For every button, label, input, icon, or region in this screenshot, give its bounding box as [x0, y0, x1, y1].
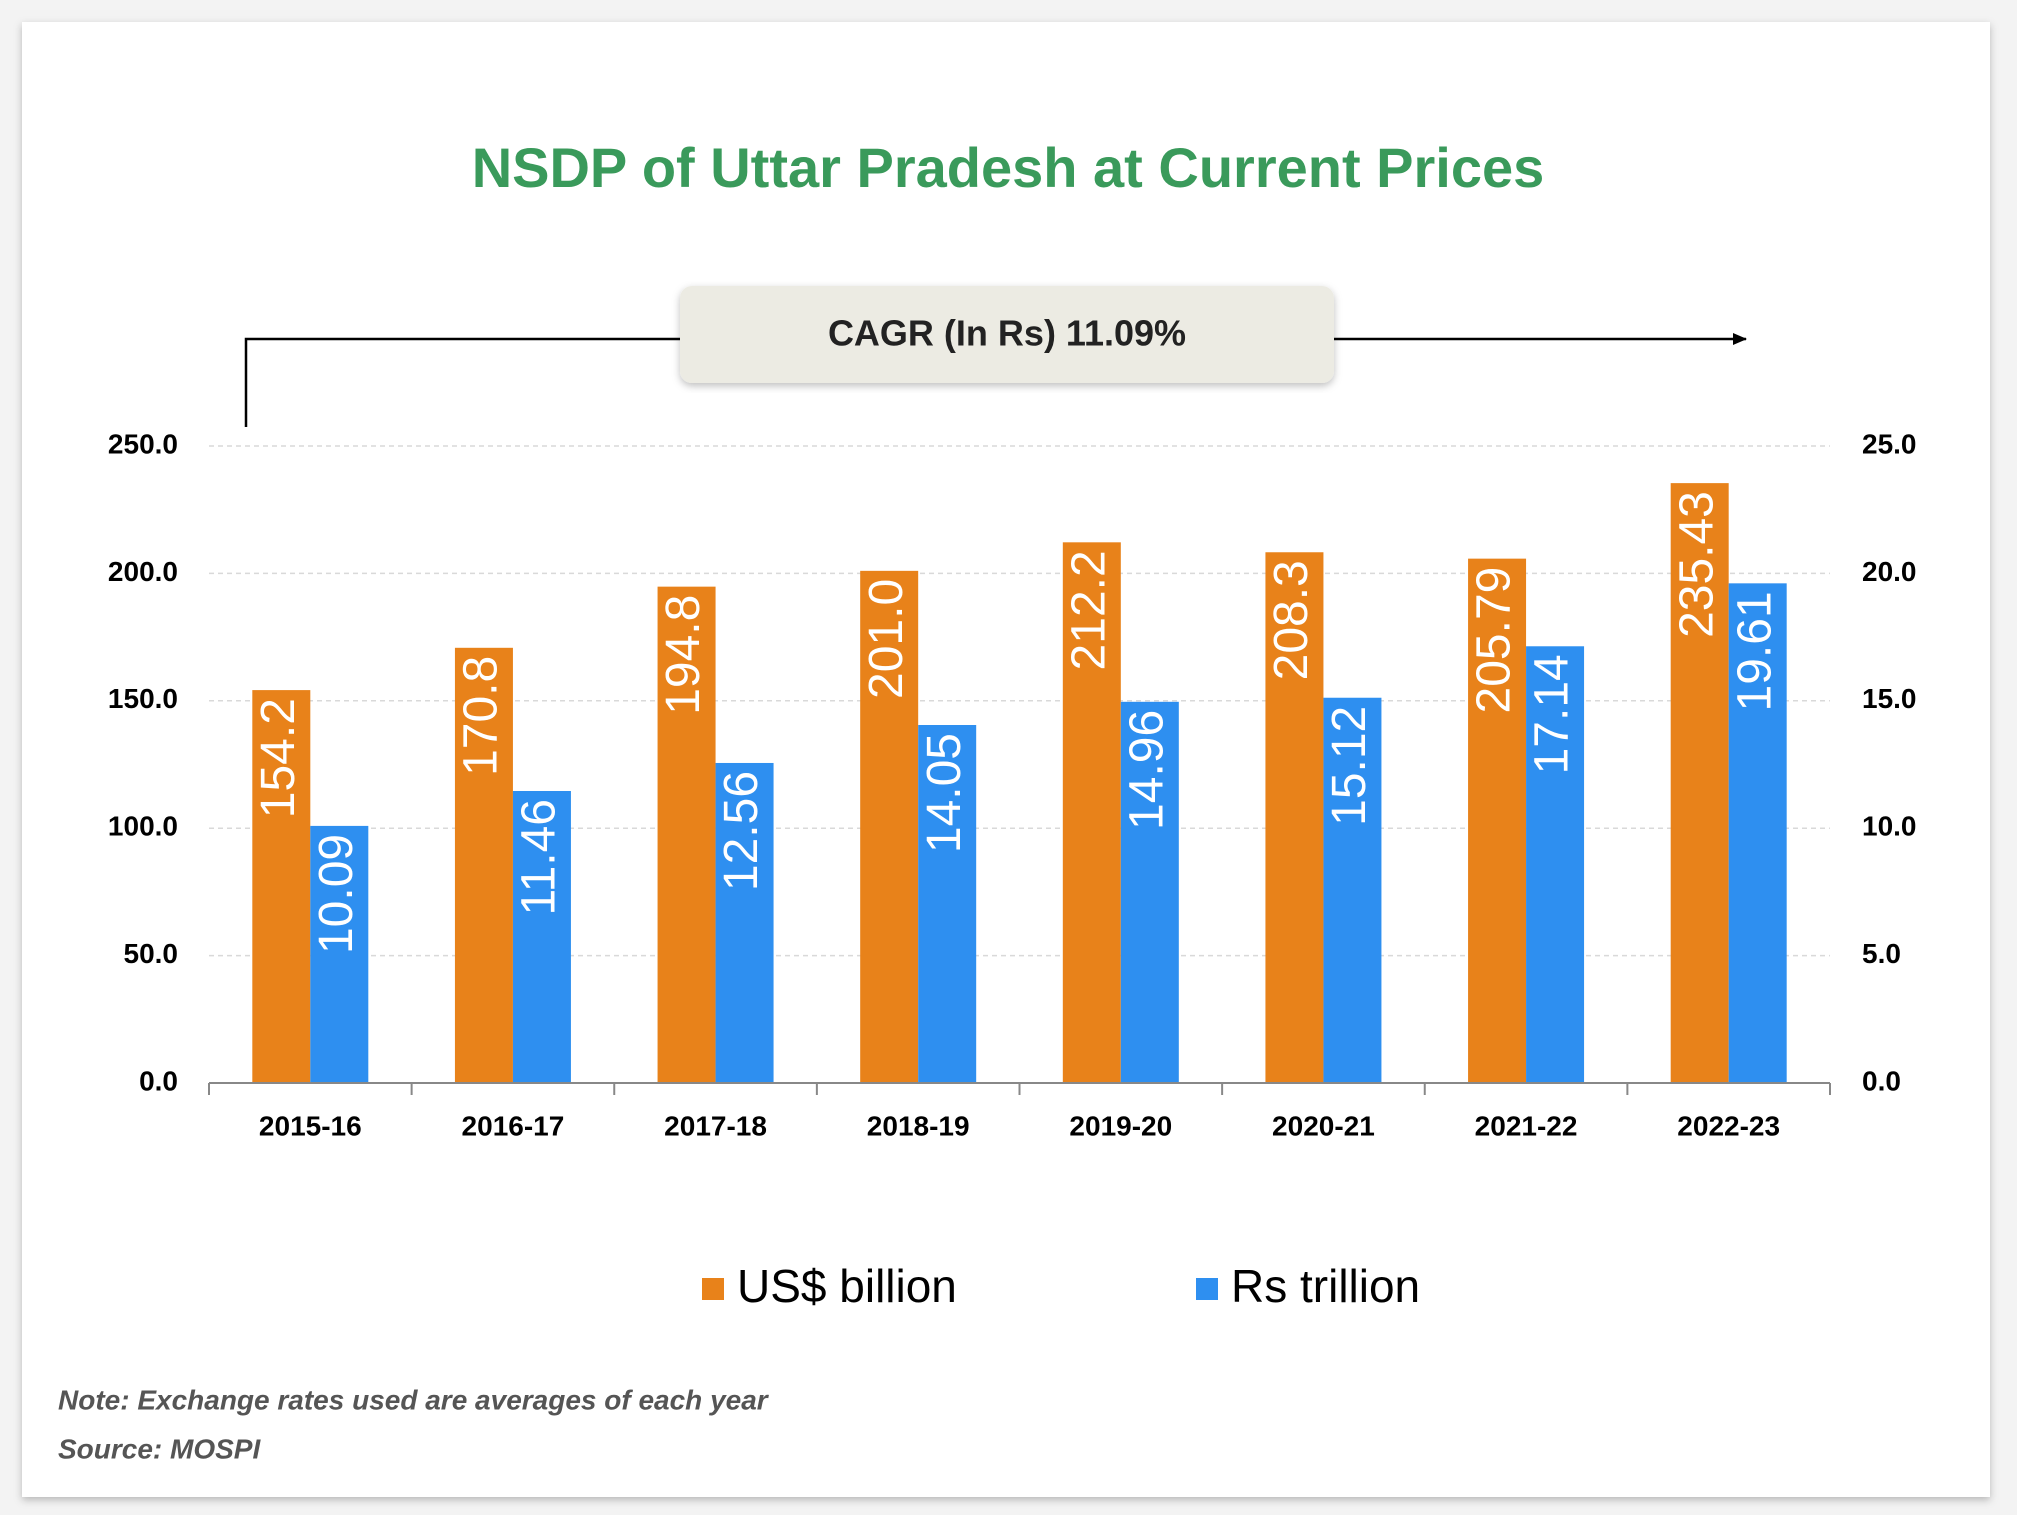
data-label: 10.09 [310, 834, 363, 954]
note: Note: Exchange rates used are averages o… [58, 1384, 770, 1415]
x-tick-label: 2020-21 [1272, 1110, 1375, 1141]
data-label: 14.05 [918, 733, 971, 853]
data-label: 19.61 [1728, 591, 1781, 711]
cagr-arrow-left [244, 337, 680, 427]
x-tick-label: 2022-23 [1677, 1110, 1780, 1141]
bar [1670, 483, 1729, 1083]
data-label: 208.3 [1265, 560, 1318, 680]
y2-tick-label: 10.0 [1862, 811, 1917, 842]
data-label: 17.14 [1526, 654, 1579, 774]
x-tick-label: 2015-16 [259, 1110, 362, 1141]
y2-tick-label: 5.0 [1862, 938, 1901, 969]
x-tick-label: 2018-19 [867, 1110, 970, 1141]
data-label: 12.56 [715, 771, 768, 891]
x-tick-label: 2019-20 [1069, 1110, 1172, 1141]
bar [454, 647, 513, 1083]
data-label: 205.79 [1468, 567, 1521, 714]
data-label: 15.12 [1323, 706, 1376, 826]
y-tick-label: 0.0 [139, 1065, 178, 1096]
bar [1468, 558, 1527, 1083]
bar [860, 570, 919, 1083]
bar [310, 825, 369, 1083]
bar [1728, 583, 1787, 1083]
legend-swatch [702, 1278, 724, 1300]
bar [715, 762, 774, 1083]
y-tick-label: 200.0 [108, 556, 178, 587]
y-tick-label: 100.0 [108, 811, 178, 842]
data-label: 11.46 [513, 799, 566, 916]
y-tick-label: 150.0 [108, 683, 178, 714]
data-label: 170.8 [455, 656, 508, 776]
y2-tick-label: 15.0 [1862, 683, 1917, 714]
cagr-label: CAGR (In Rs) 11.09% [828, 313, 1186, 354]
bar [1265, 552, 1324, 1083]
data-label: 235.43 [1670, 491, 1723, 638]
bar [1120, 701, 1179, 1083]
source: Source: MOSPI [58, 1433, 261, 1464]
x-tick-label: 2017-18 [664, 1110, 767, 1141]
bar [252, 690, 311, 1083]
data-label: 201.0 [860, 579, 913, 699]
bar [918, 725, 977, 1083]
legend-label: Rs trillion [1231, 1260, 1420, 1312]
y-tick-label: 50.0 [124, 938, 179, 969]
bar [657, 586, 716, 1083]
y2-tick-label: 0.0 [1862, 1065, 1901, 1096]
card [22, 22, 1990, 1497]
bar [1062, 542, 1121, 1083]
bar [1526, 646, 1585, 1083]
y-tick-label: 250.0 [108, 428, 178, 459]
data-label: 212.2 [1062, 550, 1115, 670]
data-label: 194.8 [657, 595, 710, 715]
data-label: 14.96 [1120, 710, 1173, 830]
x-tick-label: 2016-17 [462, 1110, 565, 1141]
legend-swatch [1196, 1278, 1218, 1300]
bar [512, 790, 571, 1083]
chart-title: NSDP of Uttar Pradesh at Current Prices [472, 136, 1545, 199]
x-tick-label: 2021-22 [1475, 1110, 1578, 1141]
cagr-box [680, 286, 1334, 383]
data-label: 154.2 [252, 698, 305, 818]
bar [1323, 697, 1382, 1083]
y2-tick-label: 20.0 [1862, 556, 1917, 587]
y2-tick-label: 25.0 [1862, 428, 1917, 459]
legend-label: US$ billion [737, 1260, 957, 1312]
